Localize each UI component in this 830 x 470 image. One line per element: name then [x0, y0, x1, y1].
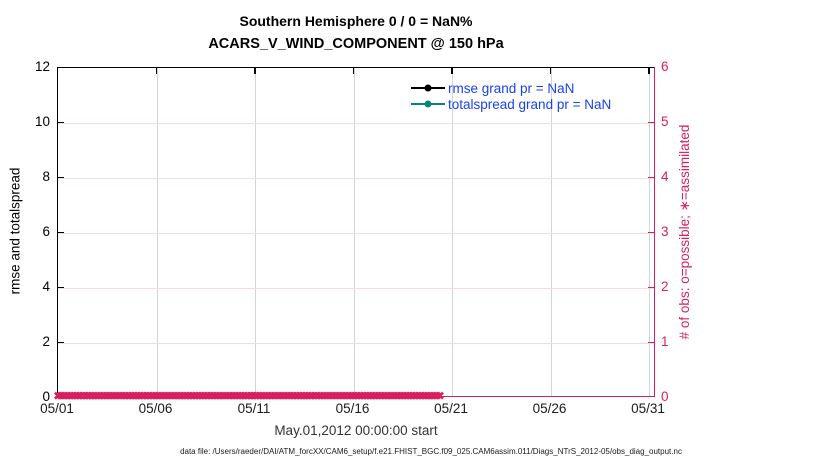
- y-left-tick: [58, 342, 64, 344]
- legend-marker-circle-icon: [424, 100, 432, 108]
- plot-area: [57, 67, 655, 397]
- gridline-vertical: [156, 68, 158, 396]
- x-tick-label: 05/16: [335, 401, 370, 416]
- y-left-tick-label: 10: [34, 114, 50, 129]
- gridline-horizontal: [58, 178, 654, 179]
- x-top-tick: [549, 68, 552, 74]
- legend-marker-circle-icon: [424, 84, 432, 92]
- legend-label-totalspread: totalspread grand pr = NaN: [448, 96, 612, 112]
- y-right-tick-label: 4: [661, 169, 669, 184]
- gridline-vertical: [550, 68, 552, 396]
- y-right-tick-label: 5: [661, 114, 669, 129]
- y-right-tick-label: 1: [661, 334, 669, 349]
- assimilated-markers-band: ✖✖✖✖✖✖✖✖✖✖✖✖✖✖✖✖✖✖✖✖✖✖✖✖✖✖✖✖✖✖✖✖✖✖✖✖✖✖✖✖…: [53, 391, 445, 402]
- y-right-tick: [648, 232, 654, 234]
- x-top-tick: [155, 68, 158, 74]
- y-left-tick: [58, 122, 64, 124]
- y-right-tick-label: 3: [661, 224, 669, 239]
- x-tick-label: 05/26: [532, 401, 567, 416]
- y-right-tick-label: 2: [661, 279, 669, 294]
- x-top-tick: [648, 68, 650, 74]
- y-right-tick: [648, 122, 654, 124]
- legend-line-totalspread: [411, 100, 445, 108]
- gridline-horizontal: [58, 343, 654, 344]
- y-left-tick: [58, 177, 64, 179]
- x-tick-label: 05/21: [434, 401, 468, 416]
- y-left-tick-label: 8: [42, 169, 50, 184]
- legend-item-totalspread: totalspread grand pr = NaN: [411, 96, 661, 112]
- y-left-tick: [58, 287, 64, 289]
- gridline-horizontal: [58, 233, 654, 234]
- x-axis-label: May.01,2012 00:00:00 start: [274, 423, 438, 438]
- x-tick-label: 05/01: [40, 401, 74, 416]
- gridline-vertical: [452, 68, 453, 396]
- y-right-tick: [648, 342, 654, 344]
- figure-title: Southern Hemisphere 0 / 0 = NaN%: [239, 13, 473, 29]
- gridline-horizontal: [58, 123, 654, 124]
- y-left-tick-label: 4: [42, 279, 50, 294]
- y-axis-left-label: rmse and totalspread: [7, 167, 23, 295]
- x-tick-label: 05/06: [138, 401, 173, 416]
- legend-line-rmse: [411, 84, 445, 92]
- y-left-tick-label: 0: [42, 389, 50, 404]
- gridline-vertical: [353, 68, 355, 396]
- x-tick-label: 05/31: [631, 401, 665, 416]
- gridline-vertical: [255, 68, 256, 396]
- legend-label-rmse: rmse grand pr = NaN: [448, 80, 575, 96]
- legend-item-rmse: rmse grand pr = NaN: [411, 80, 661, 96]
- figure-subtitle: ACARS_V_WIND_COMPONENT @ 150 hPa: [208, 36, 504, 52]
- legend: rmse grand pr = NaN totalspread grand pr…: [411, 80, 661, 112]
- x-top-tick: [254, 68, 256, 74]
- y-left-tick: [58, 232, 64, 234]
- gridline-horizontal: [58, 288, 654, 289]
- y-left-tick-label: 2: [42, 334, 50, 349]
- y-left-tick-label: 6: [42, 224, 50, 239]
- x-top-tick: [352, 68, 355, 74]
- x-top-tick: [451, 68, 453, 74]
- y-left-tick-label: 12: [34, 59, 50, 74]
- footer-datafile: data file: /Users/raeder/DAI/ATM_forcXX/…: [180, 447, 682, 456]
- y-right-tick-label: 6: [661, 59, 669, 74]
- x-tick-label: 05/11: [237, 401, 271, 416]
- y-right-tick: [648, 177, 654, 179]
- y-right-tick: [648, 287, 654, 289]
- y-right-tick-label: 0: [661, 389, 669, 404]
- y-axis-right-label: # of obs: o=possible; ∗=assimilated: [677, 124, 692, 340]
